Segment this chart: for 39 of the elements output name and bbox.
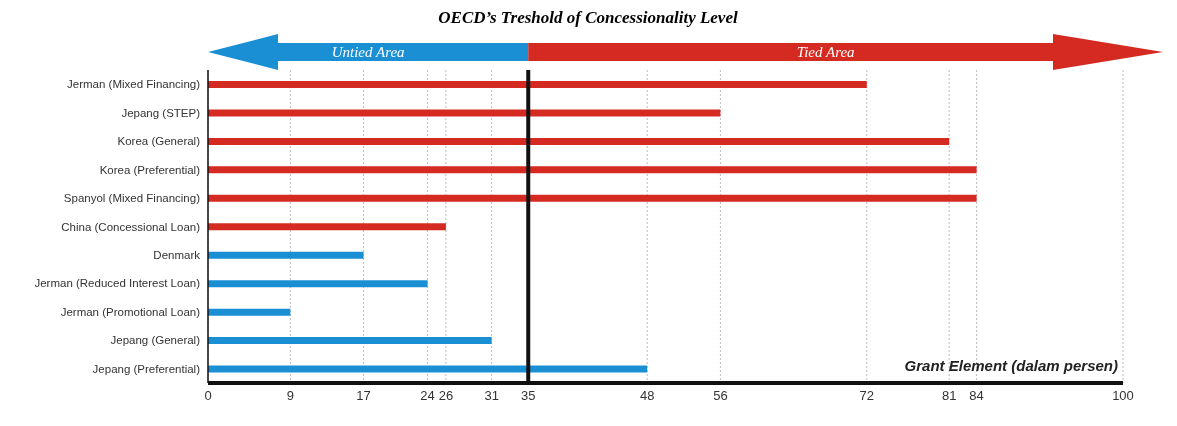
x-tick-label: 56 [713,388,728,404]
bar [208,166,977,174]
y-tick-label: Jepang (STEP) [121,106,201,119]
x-tick-label: 72 [859,388,875,404]
bar [208,337,492,345]
x-axis-title: Grant Element (dalam persen) [904,357,1118,374]
bar [208,223,446,231]
text: Untied Area [331,44,405,60]
y-tick-label: Jerman (Reduced Interest Loan) [34,277,201,290]
x-tick-label: 0 [204,388,212,404]
text: Tied Area [796,44,855,60]
x-tick-label: 26 [438,388,454,404]
x-tick-label: 81 [941,388,957,404]
bar [208,280,428,288]
bar [208,194,977,202]
bar [208,251,364,259]
x-tick-label: 9 [286,388,294,404]
y-tick-label: Denmark [153,248,201,261]
y-tick-label: Jerman (Mixed Financing) [67,78,201,91]
y-tick-label: Jepang (Preferential) [92,362,201,375]
bar [208,81,867,88]
y-tick-label: Korea (General) [117,135,201,148]
y-tick-label: China (Concessional Loan) [61,220,201,233]
bar [208,137,950,145]
x-tick-label: 35 [521,388,536,404]
bar [208,365,648,373]
y-tick-label: Korea (Preferential) [99,163,201,176]
x-tick-label: 31 [484,388,499,404]
y-tick-label: Jerman (Promotional Loan) [60,305,201,318]
x-tick-label: 84 [969,388,984,404]
bar [208,109,721,117]
x-tick-label: 17 [356,388,371,404]
bar [208,308,291,316]
chart-title: OECD’s Treshold of Concessionality Level [437,8,739,28]
x-tick-label: 24 [420,388,435,404]
y-tick-label: Spanyol (Mixed Financing) [63,192,201,205]
x-tick-label: 100 [1112,388,1134,404]
y-tick-label: Jepang (General) [110,334,201,347]
x-tick-label: 48 [639,388,655,404]
